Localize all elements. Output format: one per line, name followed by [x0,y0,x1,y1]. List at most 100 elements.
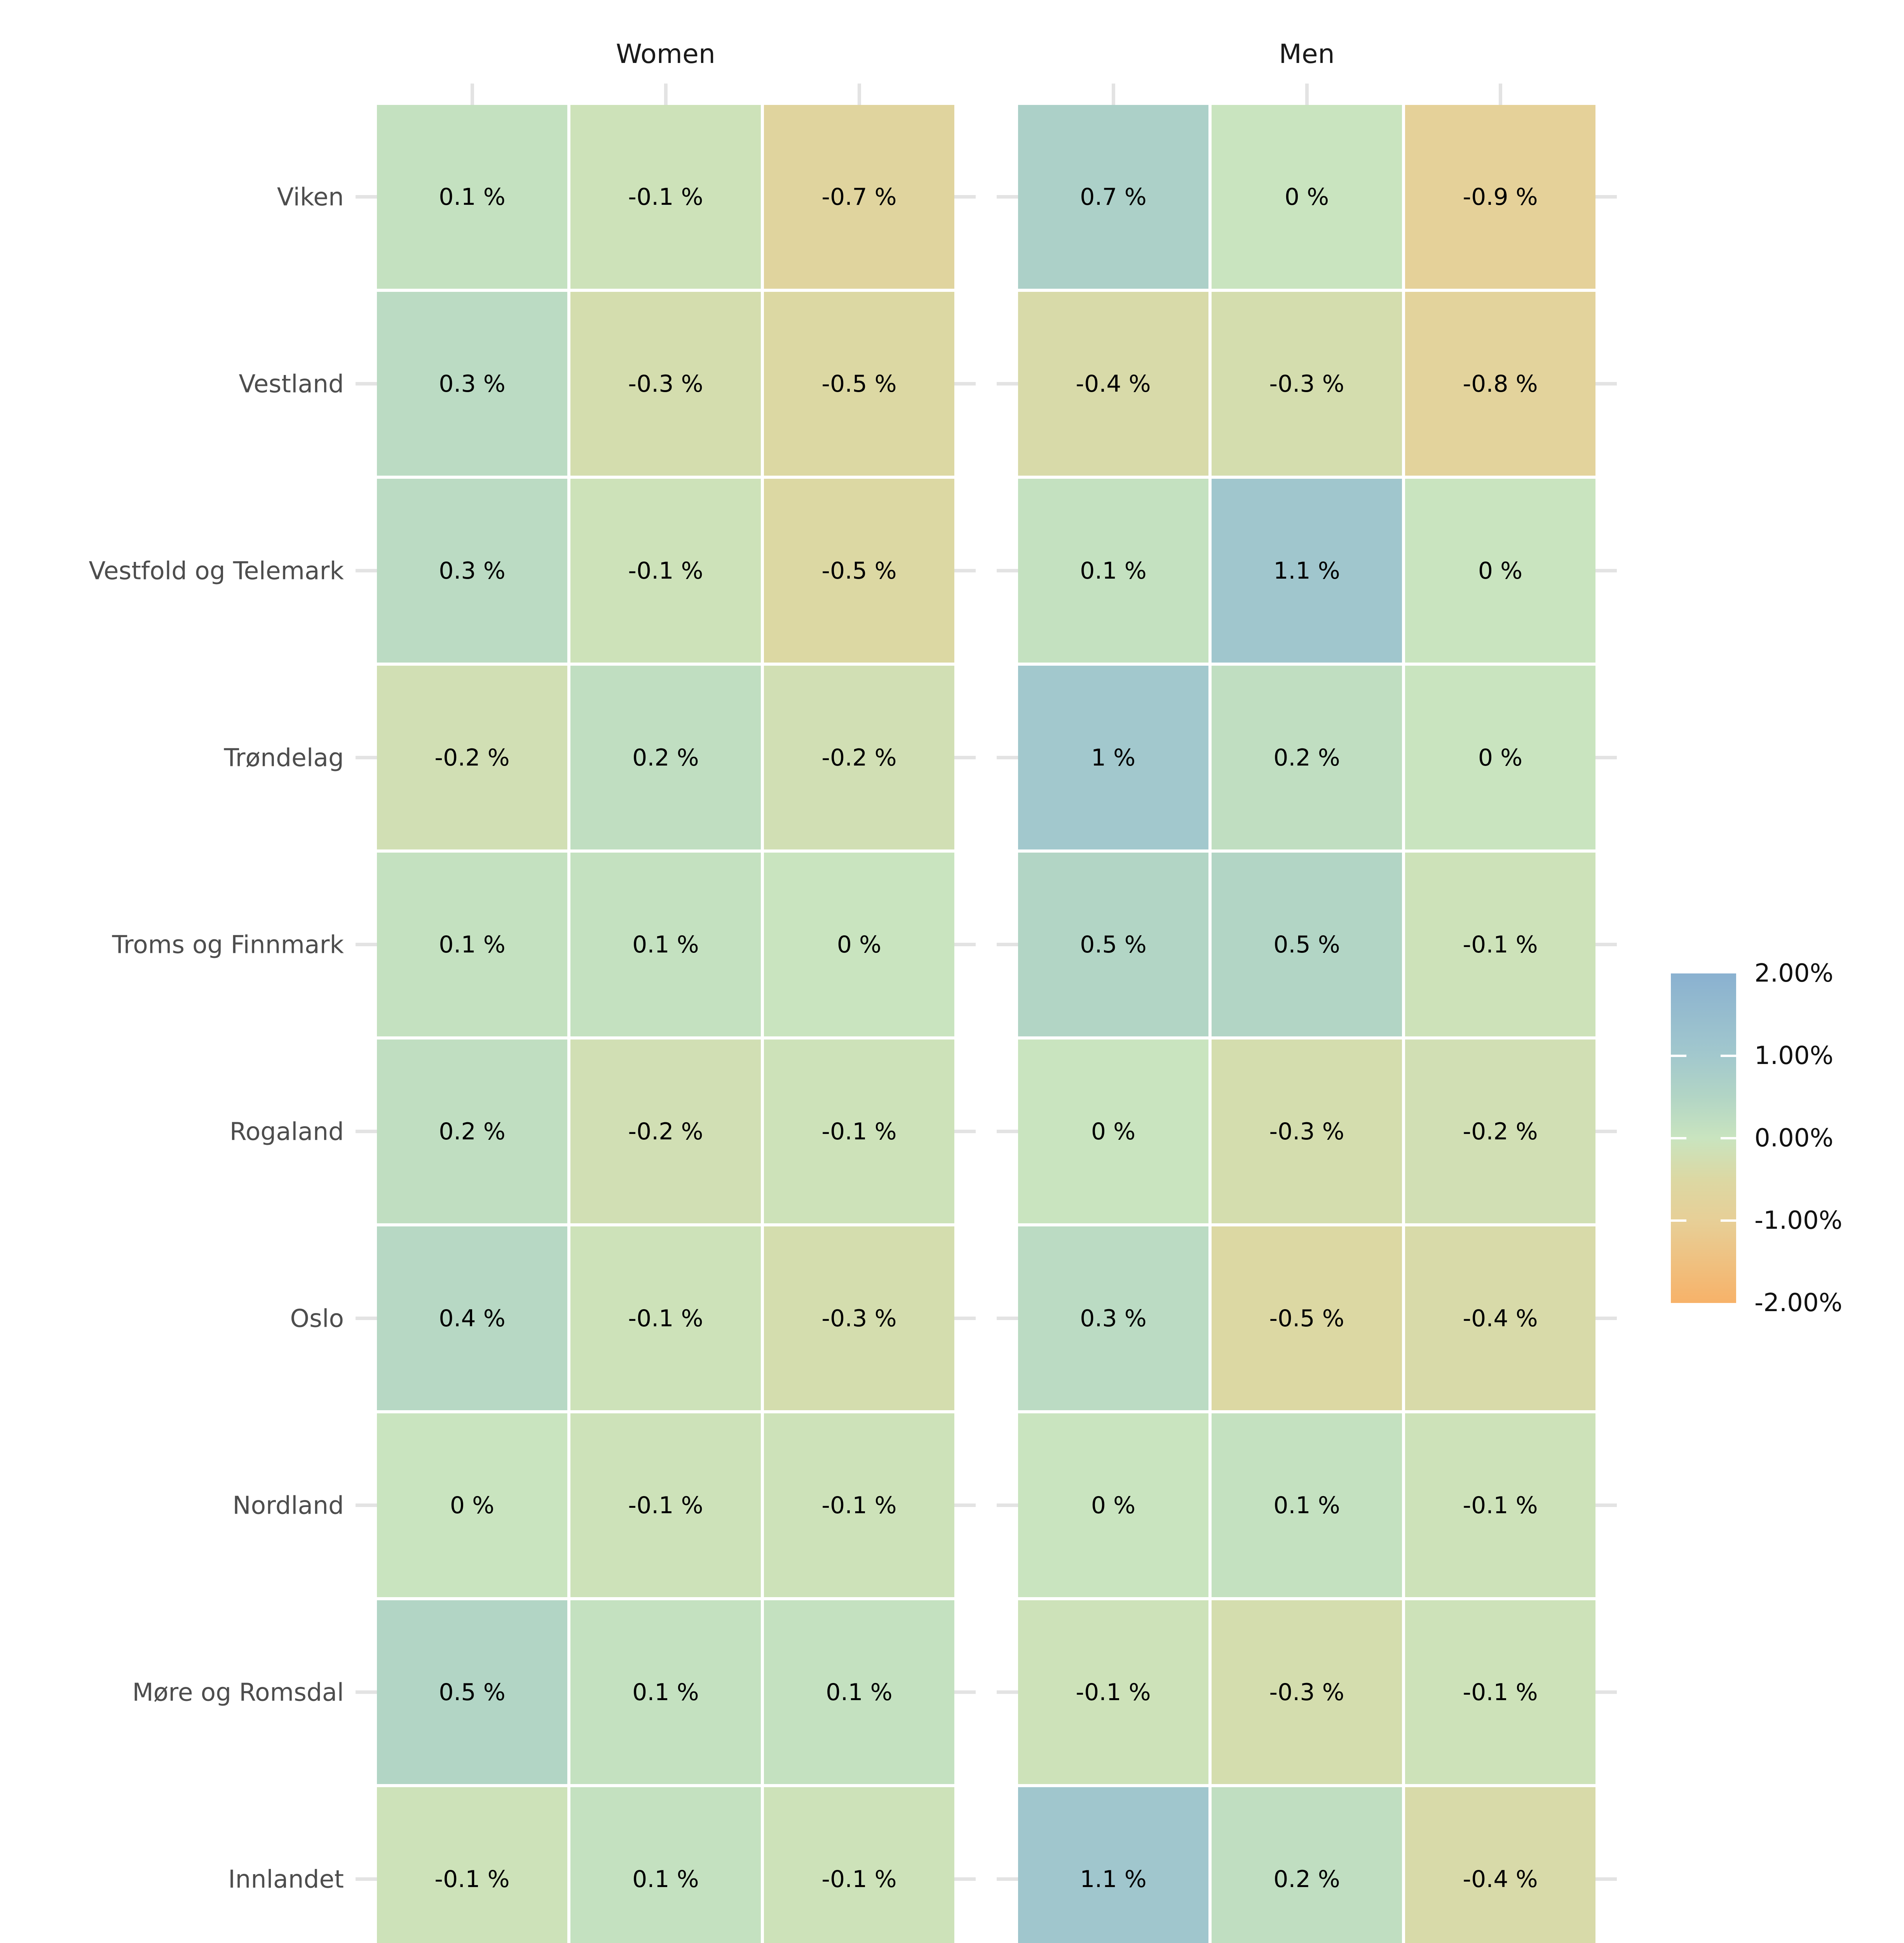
heatmap-cell: -0.4 % [1405,1226,1595,1410]
tick-mark [356,1503,377,1507]
heatmap-cell: -0.3 % [1212,1600,1402,1784]
tick-mark [356,756,377,759]
y-axis-label: Troms og Finnmark [112,930,344,959]
heatmap-cell: -0.1 % [570,1413,761,1597]
tick-mark [997,382,1018,385]
legend-break-tick [1671,1219,1686,1222]
heatmap-cell: -0.1 % [764,1413,954,1597]
legend-break-tick [1671,1055,1686,1057]
tick-mark [997,195,1018,199]
tick-mark [954,1130,976,1133]
heatmap-cell: 0.2 % [1212,666,1402,849]
heatmap-cell: -0.5 % [764,479,954,663]
heatmap-cell: 0.3 % [1018,1226,1208,1410]
tick-mark [1595,1317,1617,1320]
tick-mark [356,943,377,946]
tick-mark [356,569,377,572]
tick-mark [997,756,1018,759]
tick-mark [664,84,668,105]
tick-mark [1595,569,1617,572]
heatmap-cell: 0 % [1405,666,1595,849]
heatmap-cell: -0.2 % [764,666,954,849]
tick-mark [1595,1130,1617,1133]
heatmap-cell: 0.2 % [1212,1787,1402,1943]
y-axis-label: Møre og Romsdal [132,1678,344,1706]
heatmap-cell: 0.1 % [570,1787,761,1943]
heatmap-cell: 0.5 % [1018,853,1208,1036]
heatmap-cell: 0 % [1018,1040,1208,1223]
tick-mark [997,1130,1018,1133]
tick-mark [997,1690,1018,1694]
tick-mark [356,195,377,199]
tick-mark [1498,84,1502,105]
heatmap-cell: 0.2 % [570,666,761,849]
heatmap-cell: 0.4 % [377,1226,567,1410]
heatmap-cell: 0.5 % [1212,853,1402,1036]
heatmap-cell: -0.1 % [570,105,761,289]
heatmap-cell: -0.3 % [1212,1040,1402,1223]
heatmap-panel-women: 0.1 % -0.1 % -0.7 % 0.3 % -0.3 % -0.5 % 0.3 % -… [377,105,954,1943]
heatmap-cell: 0.1 % [764,1600,954,1784]
legend-tick-label: 0.00% [1754,1124,1834,1153]
legend-break-tick [1721,1137,1736,1139]
heatmap-cell: -0.1 % [570,1226,761,1410]
heatmap-cell: 1.1 % [1018,1787,1208,1943]
heatmap-cell: 1.1 % [1212,479,1402,663]
heatmap-panel-men: 0.7 % 0 % -0.9 % -0.4 % -0.3 % -0.8 % 0.1 % 1.1… [1018,105,1595,1943]
tick-mark [997,1503,1018,1507]
heatmap-cell: 0.1 % [1212,1413,1402,1597]
y-axis-label: Innlandet [228,1865,344,1893]
tick-mark [356,1690,377,1694]
y-axis-label: Trøndelag [224,743,344,772]
tick-mark [954,756,976,759]
y-axis-label: Oslo [290,1304,344,1333]
y-axis-label: Vestland [239,370,344,398]
tick-mark [954,1503,976,1507]
tick-mark [356,1130,377,1133]
legend-tick-label: 1.00% [1754,1041,1834,1070]
tick-mark [954,943,976,946]
heatmap-cell: -0.1 % [764,1787,954,1943]
heatmap-cell: 0.3 % [377,292,567,476]
tick-mark [356,1317,377,1320]
heatmap-cell: -0.1 % [1405,853,1595,1036]
tick-mark [954,382,976,385]
tick-mark [954,1690,976,1694]
heatmap-cell: 0.5 % [377,1600,567,1784]
tick-mark [356,1877,377,1881]
tick-mark [857,84,861,105]
heatmap-cell: 0.1 % [570,853,761,1036]
heatmap-cell: -0.3 % [570,292,761,476]
heatmap-cell: -0.3 % [764,1226,954,1410]
heatmap-cell: 0.1 % [377,853,567,1036]
heatmap-cell: 0.1 % [570,1600,761,1784]
tick-mark [470,84,474,105]
y-axis-label: Nordland [232,1491,344,1519]
tick-mark [1595,382,1617,385]
heatmap-cell: -0.2 % [377,666,567,849]
tick-mark [997,1317,1018,1320]
tick-mark [356,382,377,385]
heatmap-cell: 0 % [764,853,954,1036]
heatmap-cell: -0.1 % [764,1040,954,1223]
tick-mark [997,569,1018,572]
y-axis-label: Rogaland [229,1117,344,1146]
legend-break-tick [1721,1055,1736,1057]
legend-tick-label: -2.00% [1754,1289,1843,1317]
heatmap-cell: -0.5 % [764,292,954,476]
heatmap-cell: -0.1 % [1405,1413,1595,1597]
heatmap-cell: -0.1 % [1405,1600,1595,1784]
legend-tick-label: -1.00% [1754,1206,1843,1235]
heatmap-cell: 0 % [377,1413,567,1597]
heatmap-cell: 0.7 % [1018,105,1208,289]
heatmap-cell: -0.4 % [1405,1787,1595,1943]
tick-mark [954,195,976,199]
facet-label-women: Women [615,39,716,70]
legend-break-tick [1671,1137,1686,1139]
tick-mark [1595,195,1617,199]
heatmap-cell: -0.2 % [1405,1040,1595,1223]
heatmap-cell: -0.9 % [1405,105,1595,289]
heatmap-cell: 0.1 % [377,105,567,289]
heatmap-cell: 0.3 % [377,479,567,663]
tick-mark [954,1877,976,1881]
